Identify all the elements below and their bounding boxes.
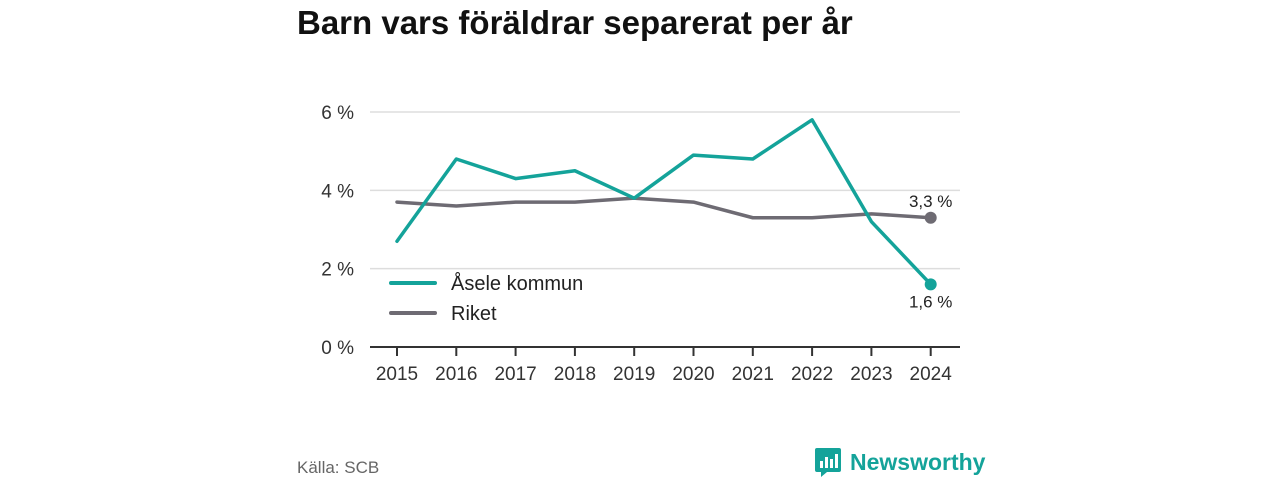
brand-name: Newsworthy	[850, 448, 986, 475]
end-point-marker	[924, 211, 937, 224]
x-axis: 2015 2016 2017 2018 2019 2020 2021 2022 2023 2024	[370, 346, 960, 385]
x-tick-label: 2022	[791, 364, 833, 385]
legend: Åsele kommun Riket	[389, 272, 583, 325]
x-tick-label: 2017	[494, 364, 536, 385]
y-tick-label: 6 %	[321, 103, 354, 124]
y-tick-label: 0 %	[321, 338, 354, 359]
y-tick-label: 4 %	[321, 181, 354, 202]
series-line-1	[395, 196, 933, 220]
gridlines	[370, 111, 960, 270]
x-tick-label: 2019	[613, 364, 655, 385]
chart-title: Barn vars föräldrar separerat per år	[297, 4, 853, 41]
x-tick-label: 2024	[910, 364, 953, 385]
x-tick-label: 2015	[376, 364, 418, 385]
brand: Newsworthy	[814, 446, 985, 478]
newsworthy-logo-icon	[815, 448, 841, 477]
y-axis-ticks: 0 % 2 % 4 % 6 %	[321, 103, 354, 359]
end-point-marker	[924, 278, 937, 291]
x-tick-label: 2016	[435, 364, 477, 385]
x-tick-label: 2021	[732, 364, 774, 385]
x-tick-label: 2020	[672, 364, 714, 385]
end-labels: 1,6 % 3,3 %	[909, 192, 952, 312]
x-tick-label: 2023	[850, 364, 892, 385]
y-tick-label: 2 %	[321, 260, 354, 281]
source-note: Källa: SCB	[297, 458, 380, 477]
end-value-label: 3,3 %	[909, 192, 952, 211]
end-value-label: 1,6 %	[909, 292, 952, 311]
series-line-0	[395, 118, 933, 287]
x-tick-label: 2018	[554, 364, 596, 385]
series-lines	[395, 118, 937, 291]
legend-label: Riket	[451, 303, 497, 325]
legend-label: Åsele kommun	[451, 272, 583, 295]
